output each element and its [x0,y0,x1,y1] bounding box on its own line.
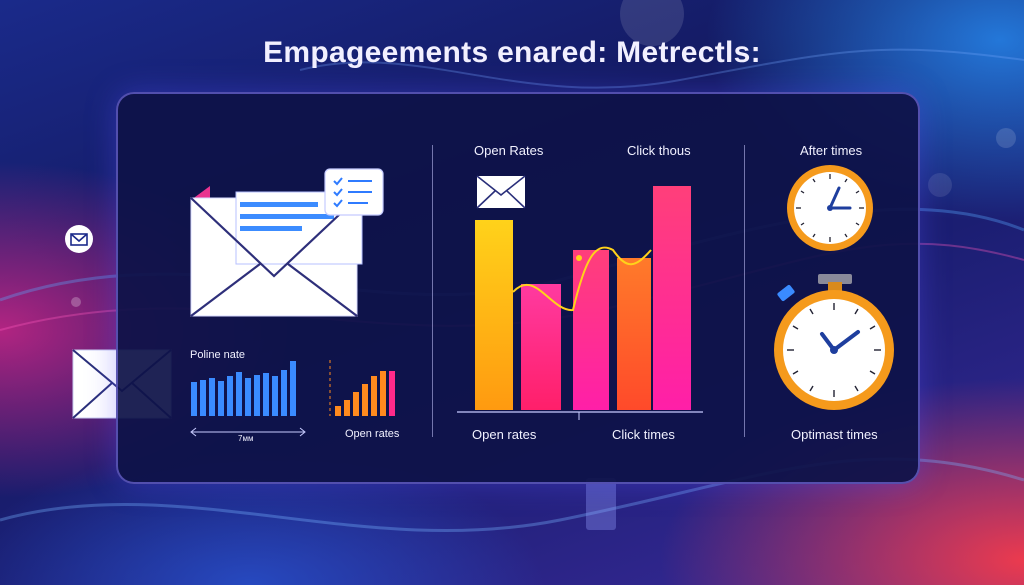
bar [475,220,513,410]
bar [521,284,561,410]
main-bar-chart [455,180,707,420]
mini-chart-1-axis-arrow [190,427,306,437]
middle-top-right-label: Click thous [627,143,691,158]
mail-badge-icon [64,224,94,254]
middle-bottom-right-label: Click times [612,427,675,442]
right-top-label: After times [800,143,863,158]
clock-icon [784,162,876,254]
page-title: Empageements enared: Metrectls: [263,36,761,69]
mini-chart-1-axis-label: 7мм [238,434,254,443]
bar [573,250,609,410]
mini-bar-chart-blue [188,356,308,420]
checklist-card-icon [324,168,386,218]
stopwatch-icon [770,272,898,414]
right-bottom-label: Optimast times [791,427,878,442]
section-divider [432,145,433,437]
middle-bottom-left-label: Open rates [472,427,537,442]
section-divider [744,145,745,437]
mini-chart-1-label: Poline nate [190,349,246,361]
envelope-icon [190,168,390,318]
envelope-icon [476,175,526,209]
monitor-stand [586,478,616,530]
bar [653,186,691,410]
middle-top-left-label: Open Rates [474,143,544,158]
bar [617,258,651,410]
mini-bar-chart-orange [326,358,406,418]
mini-chart-2-label: Open rates [345,428,400,440]
